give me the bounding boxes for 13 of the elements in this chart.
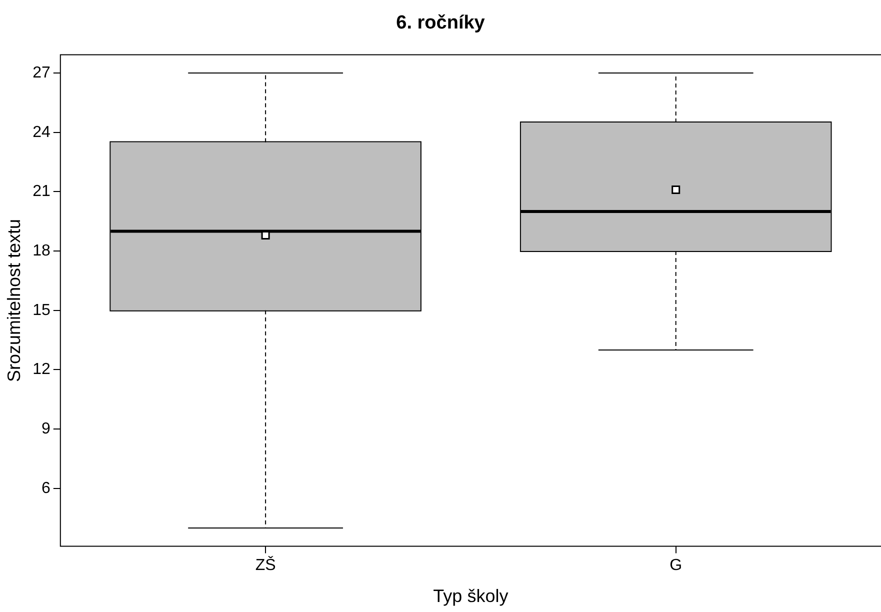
y-tick-label: 21 bbox=[32, 183, 50, 200]
y-tick-label: 27 bbox=[32, 64, 50, 82]
y-tick-label: 12 bbox=[32, 361, 50, 378]
chart-title: 6. ročníky bbox=[396, 12, 486, 34]
x-tick-label: ZŠ bbox=[255, 556, 276, 574]
y-tick-label: 6 bbox=[41, 480, 50, 497]
y-tick-label: 15 bbox=[32, 302, 50, 319]
y-axis-title: Srozumitelnost textu bbox=[4, 218, 24, 382]
y-tick-label: 24 bbox=[32, 124, 50, 141]
y-tick-label: 18 bbox=[32, 242, 50, 260]
y-tick-label: 9 bbox=[41, 420, 50, 438]
x-tick-label: G bbox=[670, 557, 682, 574]
x-axis-title: Typ školy bbox=[433, 586, 508, 606]
